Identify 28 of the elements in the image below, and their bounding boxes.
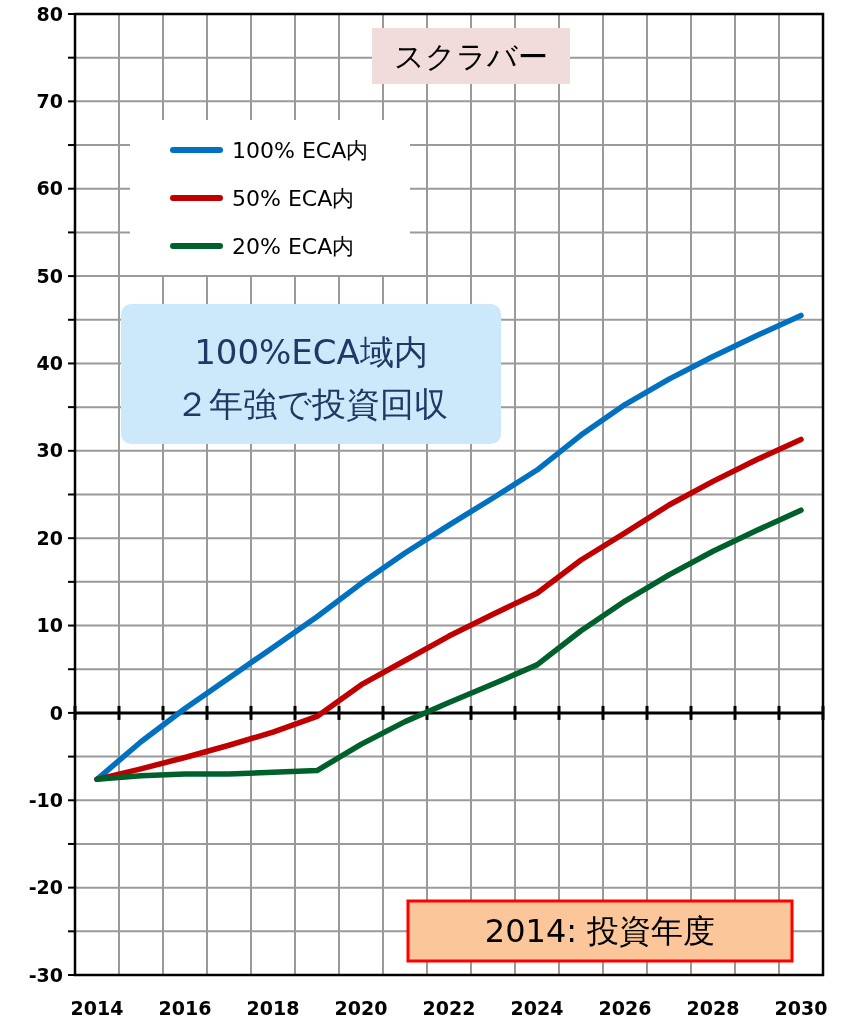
y-tick-label: 80 (36, 2, 63, 25)
y-tick-label: 40 (36, 352, 63, 375)
y-tick-label: 60 (36, 177, 63, 200)
y-tick-label: 70 (36, 90, 63, 113)
legend-label: 20% ECA内 (232, 233, 355, 259)
legend-label: 50% ECA内 (232, 185, 355, 211)
y-tick-label: -30 (28, 963, 63, 986)
y-tick-label: -10 (28, 788, 63, 811)
x-tick-label: 2014 (70, 997, 124, 1019)
y-tick-label: 30 (36, 439, 63, 462)
y-tick-label: 10 (36, 614, 63, 637)
x-tick-label: 2020 (334, 997, 388, 1019)
y-tick-label: -20 (28, 876, 63, 899)
legend-label: 100% ECA内 (232, 137, 369, 163)
x-tick-label: 2026 (598, 997, 652, 1019)
x-tick-label: 2030 (774, 997, 828, 1019)
x-tick-label: 2018 (246, 997, 300, 1019)
annotation: 2014: 投資年度 (484, 912, 716, 951)
y-tick-label: 50 (36, 264, 63, 287)
x-tick-label: 2024 (510, 997, 564, 1019)
y-tick-label: 0 (49, 701, 63, 724)
x-tick-label: 2022 (422, 997, 476, 1019)
annotation: ２年強で投資回収 (174, 383, 448, 424)
x-tick-label: 2016 (158, 997, 212, 1019)
text: スクラバー (394, 38, 548, 74)
y-tick-label: 20 (36, 526, 63, 549)
x-tick-label: 2028 (686, 997, 740, 1019)
annotation: 100%ECA域内 (194, 331, 428, 372)
